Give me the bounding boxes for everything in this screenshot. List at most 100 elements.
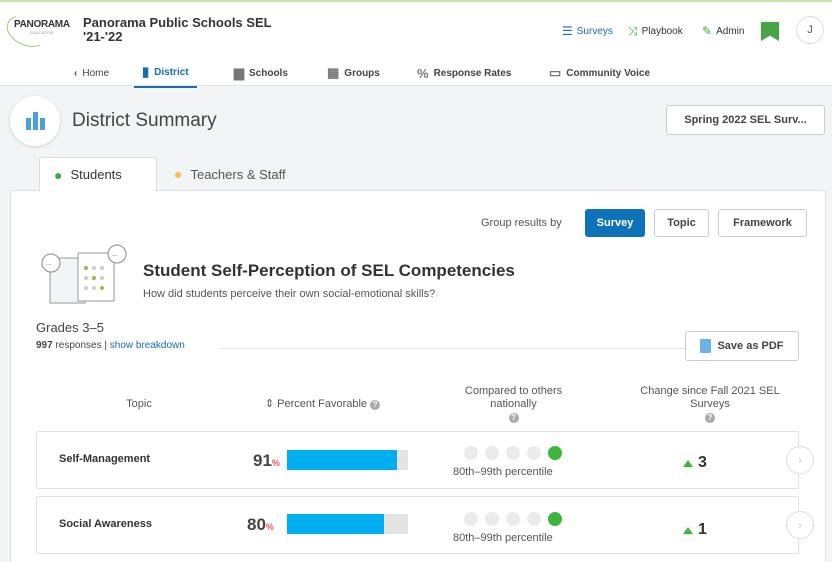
up-arrow-icon (683, 459, 693, 467)
nav-district[interactable]: ▮ District (134, 58, 197, 88)
district-summary-icon (10, 96, 60, 146)
page-title: District Summary (72, 110, 217, 131)
favorable-bar-fill (287, 450, 398, 470)
row-topic: Social Awareness (59, 518, 152, 530)
row-percent: 91% (253, 451, 280, 471)
percent-unit: % (271, 458, 280, 468)
nav-home[interactable]: ‹ Home (74, 58, 109, 88)
panorama-logo[interactable]: PANORAMA EDUCATION (2, 9, 76, 53)
chevron-left-icon: ‹ (74, 67, 78, 79)
favorable-bar (287, 514, 408, 534)
row-percent: 80% (247, 515, 274, 535)
favorable-bar (287, 450, 408, 470)
show-breakdown-link[interactable]: show breakdown (109, 340, 185, 351)
chat-bubble-icon: ▭ (549, 65, 562, 80)
tab-students[interactable]: ● Students (39, 157, 157, 191)
section-subtitle: How did students perceive their own soci… (143, 288, 436, 300)
percentile-dot (464, 512, 478, 526)
surveys-link[interactable]: ☰ Surveys (562, 24, 613, 38)
nav-schools-label: Schools (249, 67, 288, 79)
percentile-dot (506, 446, 520, 460)
percentile-label: 80th–99th percentile (453, 532, 553, 544)
percent-value: 80 (247, 515, 266, 534)
group-framework-button[interactable]: Framework (718, 209, 807, 237)
groups-icon: ▦ (327, 65, 340, 80)
table-row[interactable]: Self-Management 91% 80th–99th percentile… (36, 431, 814, 489)
responses-count: 997 (36, 340, 53, 351)
nav-groups[interactable]: ▦ Groups (327, 58, 380, 88)
group-topic-button[interactable]: Topic (654, 209, 709, 237)
admin-link[interactable]: ✎ Admin (702, 24, 744, 38)
percentile-dot (527, 512, 541, 526)
tab-teachers-staff[interactable]: ● Teachers & Staff (174, 157, 286, 191)
national-dots (464, 512, 562, 526)
table-row[interactable]: Social Awareness 80% 80th–99th percentil… (36, 496, 814, 554)
person-icon: ● (174, 166, 183, 182)
responses-word: responses (55, 340, 102, 351)
row-expand-button[interactable]: › (786, 446, 814, 474)
col-header-favorable[interactable]: ⇕ Percent Favorable ? (250, 398, 395, 411)
nav-schools[interactable]: ▆ Schools (234, 58, 288, 88)
sort-icon: ⇕ (264, 398, 275, 410)
tab-students-label: Students (70, 167, 122, 182)
svg-text:...: ... (112, 251, 118, 258)
divider (220, 348, 685, 349)
save-pdf-button[interactable]: Save as PDF (685, 331, 799, 361)
survey-illustration-icon: ... ... (41, 244, 127, 304)
bar-chart-icon: ▮ (142, 64, 150, 79)
logo-wordmark: PANORAMA (14, 19, 70, 30)
app-header: PANORAMA EDUCATION Panorama Public Schoo… (0, 0, 832, 88)
nav-response-rates[interactable]: % Response Rates (417, 58, 511, 88)
tab-teachers-label: Teachers & Staff (190, 166, 286, 182)
change-value: 1 (683, 521, 707, 539)
change-number: 3 (698, 454, 707, 471)
playbook-label: Playbook (641, 26, 683, 37)
col-header-topic: Topic (126, 398, 152, 410)
bookmark-icon[interactable] (761, 22, 779, 41)
playbook-link[interactable]: ⤨ Playbook (628, 24, 683, 39)
change-value: 3 (683, 454, 707, 472)
up-arrow-icon (683, 526, 693, 534)
pdf-icon (700, 339, 712, 353)
students-icon: ● (54, 166, 63, 183)
save-pdf-label: Save as PDF (717, 340, 784, 352)
percentile-dot (464, 446, 478, 460)
playbook-icon: ⤨ (628, 24, 638, 38)
nav-groups-label: Groups (344, 67, 380, 79)
change-number: 1 (698, 521, 707, 538)
grades-label: Grades 3–5 (36, 320, 104, 335)
help-icon[interactable]: ? (508, 413, 519, 423)
help-icon[interactable]: ? (370, 400, 381, 410)
logo-subtext: EDUCATION (30, 30, 54, 35)
help-icon[interactable]: ? (705, 413, 715, 423)
percentile-dot (527, 446, 541, 460)
row-topic: Self-Management (59, 453, 151, 465)
row-expand-button[interactable]: › (786, 511, 814, 539)
surveys-label: Surveys (576, 25, 613, 37)
nav-home-label: Home (82, 67, 110, 79)
nav-response-rates-label: Response Rates (433, 67, 512, 79)
col-header-change: Change since Fall 2021 SEL Surveys ? (626, 385, 794, 424)
nav-district-label: District (154, 66, 189, 78)
percentile-dot (548, 512, 562, 526)
wrench-icon: ✎ (702, 24, 713, 38)
col-header-compared: Compared to others nationally ? (451, 385, 576, 424)
avatar[interactable]: J (796, 16, 824, 44)
survey-select[interactable]: Spring 2022 SEL Surv... (666, 105, 825, 135)
percent-value: 91 (253, 451, 272, 470)
group-survey-button[interactable]: Survey (585, 209, 645, 237)
responses-separator: | (104, 340, 107, 351)
app-title: Panorama Public Schools SEL '21-'22 (83, 15, 272, 44)
percent-unit: % (265, 522, 274, 532)
favorable-bar-fill (287, 514, 384, 534)
col-header-change-label: Change since Fall 2021 SEL Surveys (640, 385, 780, 410)
nav-community-voice[interactable]: ▭ Community Voice (549, 58, 650, 88)
percentile-label: 80th–99th percentile (453, 466, 553, 478)
main-nav: ‹ Home ▮ District ▆ Schools ▦ Groups % R… (0, 58, 832, 88)
section-title: Student Self-Perception of SEL Competenc… (143, 261, 515, 280)
school-icon: ▆ (234, 65, 244, 80)
svg-text:...: ... (46, 260, 52, 267)
group-results-label: Group results by (481, 217, 562, 229)
buildings-icon (25, 112, 45, 130)
col-header-compared-label: Compared to others nationally (464, 385, 563, 410)
